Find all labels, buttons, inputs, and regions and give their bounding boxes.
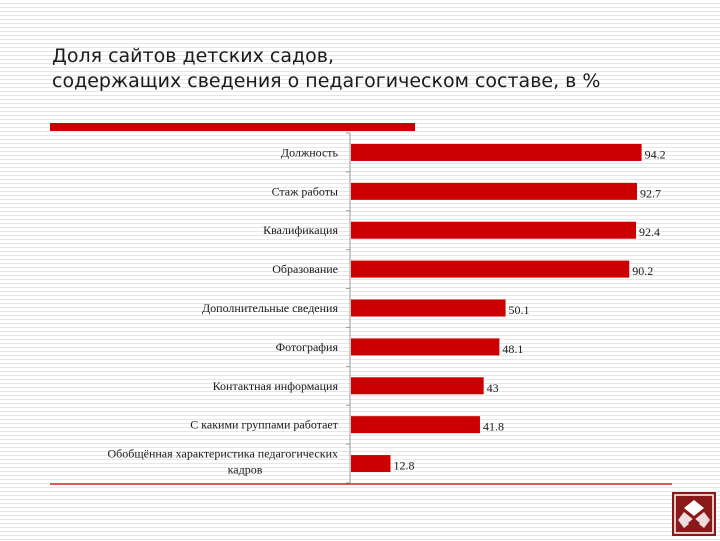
data-label: 94.2 (645, 147, 666, 161)
data-label: 43 (487, 381, 499, 395)
category-label: Контактная информация (213, 379, 339, 393)
bar (351, 143, 642, 161)
accent-bar (50, 123, 415, 131)
data-label: 12.8 (393, 459, 414, 473)
bar (351, 455, 391, 473)
logo (672, 492, 716, 536)
logo-emblem-icon (674, 494, 714, 534)
category-label: Должность (281, 145, 339, 159)
data-label: 48.1 (502, 342, 523, 356)
bar (351, 416, 480, 434)
category-label: Дополнительные сведения (202, 301, 338, 315)
category-label: Обобщённая характеристика педагогических… (108, 447, 338, 477)
category-label: Квалификация (263, 223, 338, 237)
data-label: 92.4 (639, 225, 660, 239)
title-line-1: Доля сайтов детских садов, (52, 45, 334, 67)
bar (351, 182, 637, 200)
bar (351, 338, 500, 356)
bar (351, 260, 630, 278)
bar (351, 221, 637, 239)
slide-title: Доля сайтов детских садов, содержащих св… (52, 44, 702, 94)
bar (351, 377, 484, 395)
title-line-2: содержащих сведения о педагогическом сос… (52, 70, 601, 92)
data-label: 41.8 (483, 420, 504, 434)
category-label: Фотография (276, 340, 339, 354)
category-label: С какими группами работает (190, 418, 339, 432)
category-label: Образование (272, 262, 338, 276)
bar (351, 299, 506, 317)
data-label: 90.2 (632, 264, 653, 278)
category-label: Стаж работы (272, 184, 338, 198)
data-label: 50.1 (509, 303, 530, 317)
data-label: 92.7 (640, 186, 661, 200)
